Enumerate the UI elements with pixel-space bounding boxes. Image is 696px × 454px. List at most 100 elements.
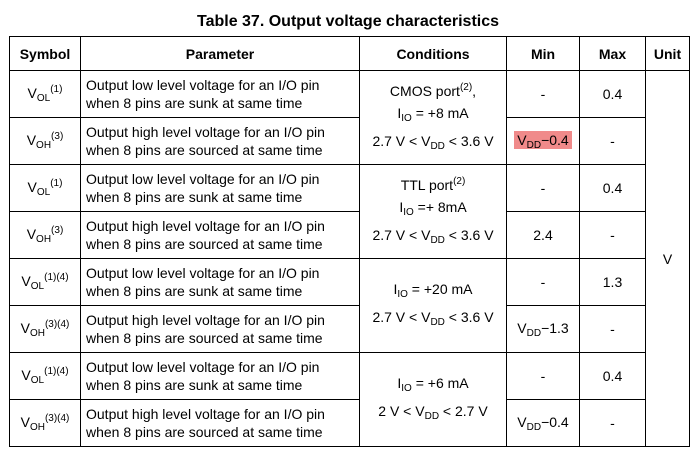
condition-subscript: DD (430, 316, 445, 328)
condition-text: 2.7 V < V (372, 308, 431, 325)
symbol-main: V (26, 132, 37, 148)
symbol-subscript: OL (36, 93, 51, 104)
symbol-cell: VOH(3) (9, 211, 81, 259)
conditions-cell: IIO = +6 mA 2 V < VDD < 2.7 V (359, 352, 507, 447)
max-cell: - (579, 399, 646, 447)
max-cell: 0.4 (579, 352, 646, 400)
table-row: VOL(1) Output low level voltage for an I… (9, 70, 690, 447)
condition-text: < 3.6 V (444, 133, 494, 149)
min-subscript: DD (526, 421, 542, 433)
condition-text: I (393, 280, 398, 297)
parameter-line: Output low level voltage for an I/O pin (86, 77, 320, 93)
symbol-cell: VOL(1)(4) (9, 258, 81, 306)
symbol-cell: VOL(1)(4) (9, 352, 81, 400)
parameter-line: Output high level voltage for an I/O pin (86, 312, 325, 328)
table-row: VOH(3)(4) Output high level voltage for … (9, 305, 690, 353)
condition-subscript: DD (430, 141, 445, 152)
condition-note: (2) (453, 176, 466, 187)
symbol-subscript: OL (36, 187, 51, 198)
symbol-subscript: OH (36, 234, 52, 245)
header-symbol: Symbol (9, 36, 81, 71)
condition-text: < 2.7 V (439, 402, 488, 419)
parameter-line: when 8 pins are sourced at same time (86, 142, 323, 158)
symbol-note: (3)(4) (44, 319, 70, 330)
max-cell: 0.4 (579, 164, 646, 212)
condition-text: TTL port (400, 177, 454, 193)
min-cell: - (506, 70, 580, 118)
condition-subscript: IO (401, 382, 412, 394)
parameter-cell: Output high level voltage for an I/O pin… (80, 117, 360, 165)
condition-text: =+ 8mA (413, 199, 467, 215)
table-row: VOL(1) Output low level voltage for an I… (9, 164, 690, 259)
parameter-cell: Output high level voltage for an I/O pin… (80, 211, 360, 259)
unit-cell: V (645, 70, 690, 447)
parameter-line: Output high level voltage for an I/O pin (86, 124, 325, 140)
symbol-main: V (21, 367, 31, 383)
min-main: V (517, 131, 527, 148)
condition-subscript: DD (424, 410, 440, 422)
symbol-cell: VOH(3)(4) (9, 399, 81, 447)
min-cell: - (506, 164, 580, 212)
condition-subscript: IO (401, 113, 412, 124)
condition-note: (2) (459, 82, 473, 93)
parameter-cell: Output low level voltage for an I/O pin w… (80, 164, 360, 212)
symbol-note: (3) (51, 131, 64, 142)
condition-text: = +6 mA (411, 374, 469, 391)
table-row: VOL(1)(4) Output low level voltage for a… (9, 352, 690, 447)
parameter-cell: Output high level voltage for an I/O pin… (80, 399, 360, 447)
symbol-note: (1) (50, 178, 63, 189)
parameter-cell: Output low level voltage for an I/O pin w… (80, 70, 360, 118)
symbol-note: (1)(4) (44, 366, 69, 377)
min-cell: 2.4 (506, 211, 580, 259)
parameter-line: Output high level voltage for an I/O pin (86, 218, 325, 234)
conditions-cell: CMOS port(2), IIO = +8 mA 2.7 V < VDD < … (359, 70, 507, 165)
max-cell: - (579, 211, 646, 259)
condition-text: I (399, 199, 404, 215)
condition-text: < 3.6 V (444, 227, 494, 243)
symbol-subscript: OH (36, 140, 52, 151)
parameter-line: Output low level voltage for an I/O pin (86, 265, 320, 281)
symbol-note: (3) (51, 225, 64, 236)
symbol-main: V (27, 179, 37, 195)
header-conditions: Conditions (359, 36, 507, 71)
max-cell: 0.4 (579, 70, 646, 118)
parameter-line: when 8 pins are sunk at same time (86, 95, 303, 111)
condition-text: I (397, 105, 402, 121)
condition-text: = +8 mA (411, 105, 469, 121)
condition-text: CMOS port (389, 83, 460, 99)
symbol-cell: VOL(1) (9, 70, 81, 118)
table-caption: Table 37. Output voltage characteristics (196, 13, 500, 30)
min-cell: - (506, 258, 580, 306)
condition-text: < 3.6 V (444, 308, 494, 325)
symbol-subscript: OL (30, 281, 45, 292)
min-cell: VDD−0.4 (506, 117, 580, 165)
min-main: V (517, 319, 527, 336)
min-cell: VDD−0.4 (506, 399, 580, 447)
symbol-main: V (21, 273, 31, 289)
symbol-subscript: OH (29, 422, 45, 433)
parameter-line: Output low level voltage for an I/O pin (86, 171, 320, 187)
condition-text: = +20 mA (407, 280, 473, 297)
min-cell: - (506, 352, 580, 400)
table-row: VOH(3) Output high level voltage for an … (9, 211, 690, 259)
min-cell: VDD−1.3 (506, 305, 580, 353)
min-subscript: DD (526, 327, 542, 339)
parameter-line: Output low level voltage for an I/O pin (86, 359, 320, 375)
parameter-cell: Output low level voltage for an I/O pin w… (80, 352, 360, 400)
symbol-cell: VOL(1) (9, 164, 81, 212)
symbol-main: V (27, 85, 37, 101)
parameter-line: when 8 pins are sunk at same time (86, 283, 303, 299)
symbol-main: V (20, 320, 30, 336)
symbol-cell: VOH(3)(4) (9, 305, 81, 353)
min-subscript: DD (526, 139, 542, 151)
condition-subscript: IO (403, 207, 414, 218)
table-row: VOH(3)(4) Output high level voltage for … (9, 399, 690, 447)
symbol-main: V (20, 414, 30, 430)
table-row: VOH(3) Output high level voltage for an … (9, 117, 690, 165)
min-offset: −1.3 (541, 319, 569, 336)
header-row: Symbol Parameter Conditions Min Max Unit (9, 36, 690, 71)
condition-subscript: IO (397, 288, 408, 300)
parameter-cell: Output low level voltage for an I/O pin w… (80, 258, 360, 306)
header-min: Min (506, 36, 580, 71)
output-voltage-table: Symbol Parameter Conditions Min Max Unit… (9, 36, 690, 447)
